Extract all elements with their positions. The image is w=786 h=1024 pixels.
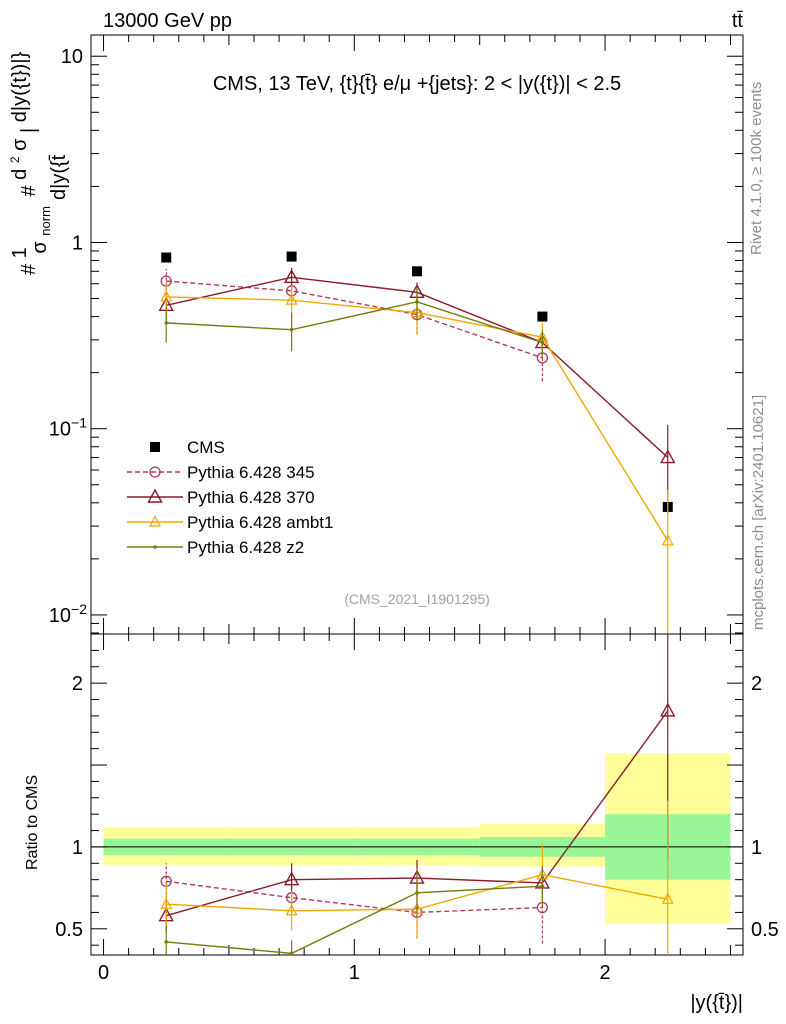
ratio-point-ambt1 (160, 897, 173, 909)
main-ylabel-den: d|y({t̄ (48, 154, 70, 200)
ratio-ytick-label-right: 2 (751, 673, 762, 695)
main-point-p370 (660, 449, 676, 464)
ratio-ytick-label-right: 0.5 (751, 919, 779, 941)
legend-label-cms: CMS (187, 438, 225, 457)
ratio-point-ambt1 (661, 892, 674, 904)
main-panel: 10 1 10−1 10−2 (49, 34, 744, 635)
legend: CMS Pythia 6.428 345 Pythia 6.428 370 Pythi… (127, 438, 333, 557)
ylabel-one: 1 (9, 247, 31, 258)
legend-marker-p345 (149, 466, 161, 478)
main-point-cms (537, 311, 548, 322)
legend-marker-cms (150, 442, 160, 452)
ratio-point-z2 (289, 951, 294, 956)
main-point-p370 (283, 268, 300, 284)
legend-label-p345: Pythia 6.428 345 (187, 463, 315, 482)
ratio-point-z2 (540, 884, 545, 889)
analysis-id: (CMS_2021_I1901295) (344, 591, 490, 607)
ratio-ylabel: Ratio to CMS (24, 775, 41, 870)
legend-marker-p370 (147, 488, 163, 503)
header-right: tt̄ (732, 10, 744, 32)
main-point-cms (412, 266, 422, 277)
ratio-point-p370 (283, 871, 300, 886)
ratio-line-z2 (166, 885, 543, 955)
legend-label-p370: Pythia 6.428 370 (187, 488, 315, 507)
chart-title: CMS, 13 TeV, {t}{t̄} e/μ +{jets}: 2 < |y… (213, 73, 621, 95)
main-point-ambt1 (160, 290, 173, 302)
header-left: 13000 GeV pp (103, 10, 232, 32)
ratio-ytick-label: 2 (72, 673, 83, 695)
legend-label-z2: Pythia 6.428 z2 (187, 538, 304, 557)
xlabel: |y({t̄})| (690, 992, 743, 1014)
main-ytick-label: 10−1 (49, 415, 87, 441)
main-ytick-label: 1 (72, 232, 83, 254)
main-point-ambt1 (661, 534, 674, 546)
legend-marker-ambt1 (149, 515, 161, 527)
ylabel-hash2: # (18, 185, 40, 197)
ratio-point-z2 (164, 940, 169, 944)
ylabel-sigma2: σ (9, 138, 31, 151)
main-ytick-label: 10−2 (49, 601, 87, 627)
main-point-z2 (540, 340, 545, 345)
ylabel-hash1: # (18, 263, 40, 275)
ratio-ytick-label: 1 (72, 837, 83, 859)
ylabel-bar: | (18, 128, 40, 133)
mcplots-label: mcplots.cern.ch [arXiv:2401.10621] (750, 395, 767, 630)
ratio-point-ambt1 (285, 903, 298, 916)
ratio-point-z2 (415, 890, 419, 895)
ratio-panel: 0 1 2 2 2 1 1 0.5 0.5 (55, 633, 779, 984)
ylabel-dy: d|y({t})|} (9, 51, 31, 122)
main-point-z2 (164, 321, 169, 325)
legend-marker-z2 (153, 545, 157, 549)
main-point-cms (161, 252, 172, 263)
main-line-z2 (166, 301, 543, 344)
ylabel-sub: norm (38, 206, 53, 236)
rivet-label: Rivet 4.1.0, ≥ 100k events (748, 82, 765, 255)
ylabel-d2: d (9, 169, 31, 180)
main-ylabel: # 1 σ norm # d 2 σ | d|y({t})|} (2, 51, 55, 275)
ratio-xtick-label: 0 (98, 962, 109, 984)
ratio-line-p345 (166, 880, 543, 914)
main-point-cms (286, 251, 297, 262)
ratio-xtick-label: 2 (600, 962, 611, 984)
ratio-xtick-label: 1 (349, 962, 360, 984)
ratio-ytick-label-right: 1 (751, 837, 762, 859)
ylabel-two: 2 (8, 156, 22, 163)
main-point-ambt1 (285, 293, 298, 305)
ratio-frame (90, 633, 744, 956)
ylabel-sigma: σ (29, 241, 51, 254)
legend-label-ambt1: Pythia 6.428 ambt1 (187, 513, 333, 532)
main-point-z2 (415, 300, 419, 304)
ratio-ytick-label: 0.5 (55, 919, 83, 941)
main-ytick-label: 10 (61, 46, 83, 68)
main-point-z2 (289, 327, 294, 332)
ratio-point-p370 (660, 702, 676, 717)
